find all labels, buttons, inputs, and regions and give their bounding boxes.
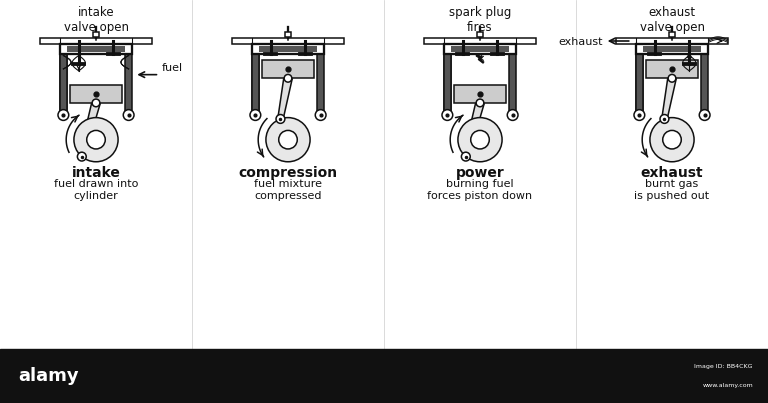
FancyBboxPatch shape: [232, 37, 344, 44]
Circle shape: [78, 152, 86, 161]
Circle shape: [74, 118, 118, 162]
Text: power: power: [455, 166, 505, 180]
Bar: [60, 44, 132, 54]
Circle shape: [284, 75, 292, 82]
Bar: [0, 349, 768, 403]
Bar: [262, 60, 314, 78]
Bar: [508, 54, 516, 115]
Circle shape: [87, 131, 105, 149]
Text: fuel mixture
compressed: fuel mixture compressed: [254, 179, 322, 201]
Bar: [636, 54, 643, 115]
Text: exhaust: exhaust: [558, 37, 603, 47]
Circle shape: [634, 110, 644, 120]
Polygon shape: [662, 77, 676, 119]
Bar: [251, 44, 324, 54]
Bar: [454, 85, 506, 103]
Text: burnt gas
is pushed out: burnt gas is pushed out: [634, 179, 710, 201]
Circle shape: [650, 118, 694, 162]
Bar: [668, 33, 676, 37]
Circle shape: [699, 110, 710, 120]
Circle shape: [315, 110, 326, 120]
Circle shape: [442, 110, 452, 120]
FancyBboxPatch shape: [40, 37, 152, 44]
Text: intake
valve open: intake valve open: [64, 6, 128, 34]
Text: spark plug
fires: spark plug fires: [449, 6, 511, 34]
Circle shape: [58, 110, 69, 120]
Bar: [60, 54, 68, 115]
Text: compression: compression: [238, 166, 338, 180]
Text: exhaust: exhaust: [641, 166, 703, 180]
Bar: [636, 54, 644, 115]
Circle shape: [276, 114, 285, 123]
Text: burning fuel
forces piston down: burning fuel forces piston down: [428, 179, 532, 201]
Bar: [124, 54, 132, 115]
Circle shape: [663, 131, 681, 149]
Bar: [476, 33, 484, 37]
Bar: [284, 33, 291, 37]
Text: alamy: alamy: [18, 367, 78, 385]
Circle shape: [507, 110, 518, 120]
Bar: [92, 33, 99, 37]
Circle shape: [266, 118, 310, 162]
Circle shape: [92, 99, 100, 107]
Circle shape: [123, 110, 134, 120]
FancyBboxPatch shape: [616, 37, 728, 44]
Bar: [251, 54, 259, 115]
Bar: [443, 54, 451, 115]
Circle shape: [476, 99, 484, 107]
Polygon shape: [79, 102, 100, 157]
Bar: [252, 54, 259, 115]
Bar: [259, 46, 316, 52]
Bar: [251, 54, 259, 115]
Bar: [444, 54, 451, 115]
Text: fuel drawn into
cylinder: fuel drawn into cylinder: [54, 179, 138, 201]
Circle shape: [250, 110, 260, 120]
Circle shape: [279, 131, 297, 149]
Bar: [443, 54, 451, 115]
Circle shape: [668, 75, 676, 82]
Text: www.alamy.com: www.alamy.com: [702, 383, 753, 388]
Polygon shape: [463, 102, 484, 157]
Text: fuel: fuel: [161, 63, 183, 73]
Bar: [646, 60, 698, 78]
Circle shape: [458, 118, 502, 162]
Bar: [451, 46, 508, 52]
Text: Image ID: BB4CKG: Image ID: BB4CKG: [694, 364, 753, 369]
Bar: [700, 54, 708, 115]
Bar: [443, 44, 516, 54]
Polygon shape: [278, 77, 292, 119]
Circle shape: [462, 152, 470, 161]
Text: intake: intake: [71, 166, 121, 180]
Bar: [316, 54, 324, 115]
Bar: [60, 54, 67, 115]
Bar: [644, 46, 701, 52]
Circle shape: [471, 131, 489, 149]
Bar: [68, 46, 124, 52]
Circle shape: [660, 114, 669, 123]
Bar: [70, 85, 122, 103]
Text: exhaust
valve open: exhaust valve open: [640, 6, 704, 34]
FancyBboxPatch shape: [424, 37, 535, 44]
Bar: [636, 44, 709, 54]
Bar: [636, 54, 644, 115]
Bar: [60, 54, 68, 115]
